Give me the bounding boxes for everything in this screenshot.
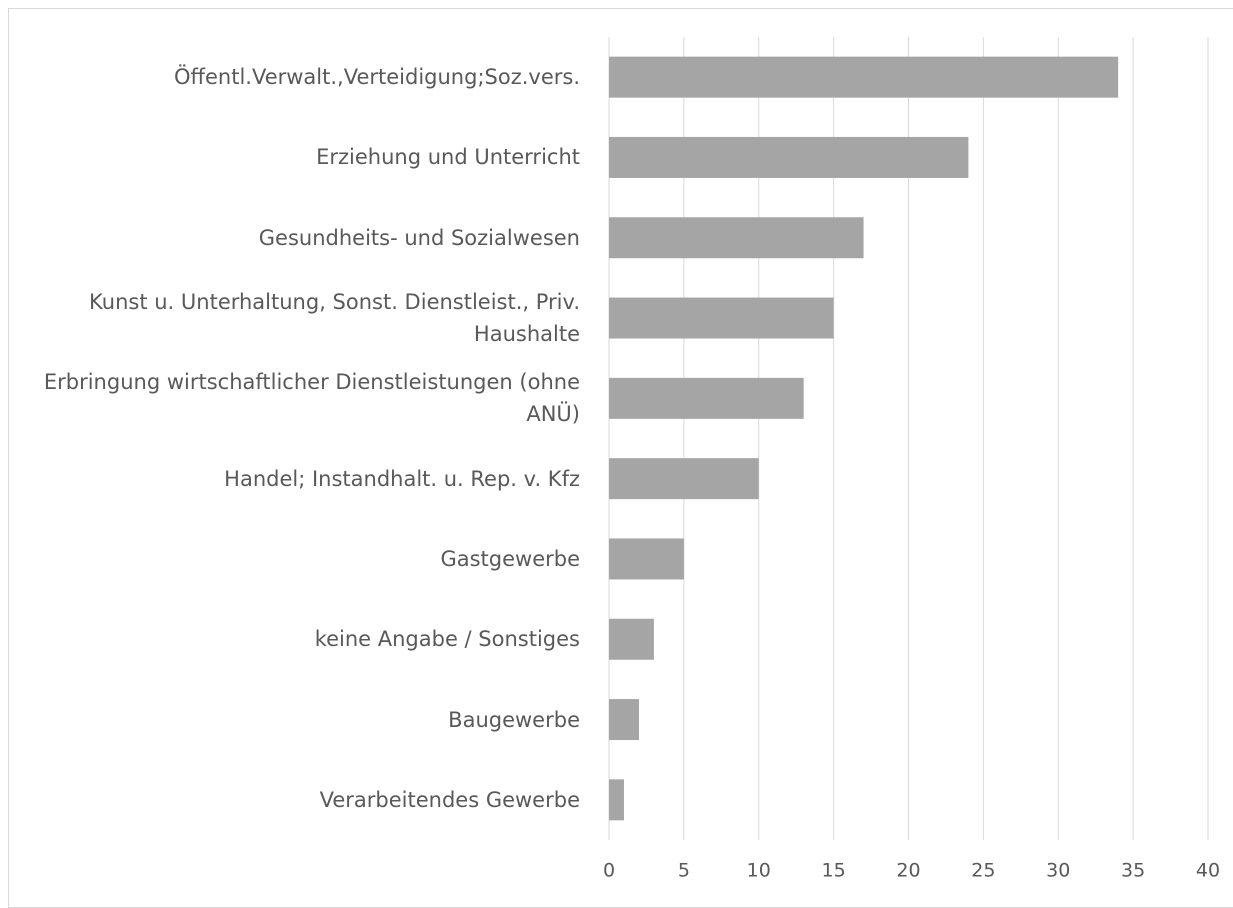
x-tick-label: 15 (822, 860, 846, 882)
x-tick-label: 5 (678, 860, 690, 882)
x-tick-label: 30 (1046, 860, 1070, 882)
bar (609, 217, 864, 259)
x-tick-label: 10 (747, 860, 771, 882)
y-tick-label: Gastgewerbe (440, 546, 580, 571)
bar (609, 458, 759, 500)
y-tick-label: Handel; Instandhalt. u. Rep. v. Kfz (224, 466, 580, 491)
bar (609, 538, 684, 580)
x-tick-label: 0 (603, 860, 615, 882)
bar (609, 699, 639, 741)
y-tick-label: Öffentl.Verwalt.,Verteidigung;Soz.vers. (174, 65, 580, 90)
bar (609, 56, 1119, 98)
x-tick-label: 40 (1196, 860, 1220, 882)
x-tick-label: 25 (971, 860, 995, 882)
x-tick-label: 35 (1121, 860, 1145, 882)
y-tick-label: Gesundheits- und Sozialwesen (258, 225, 580, 250)
y-tick-label: Erziehung und Unterricht (316, 145, 580, 170)
bar (609, 779, 624, 821)
bar (609, 377, 804, 419)
x-tick-label: 20 (896, 860, 920, 882)
bar (609, 136, 969, 178)
y-tick-label: keine Angabe / Sonstiges (314, 627, 580, 652)
y-tick-label: Baugewerbe (448, 707, 580, 732)
y-tick-label: Kunst u. Unterhaltung, Sonst. Dienstleis… (89, 290, 580, 347)
y-tick-label: Erbringung wirtschaftlicher Dienstleistu… (43, 370, 580, 427)
bar (609, 297, 834, 339)
y-tick-label: Verarbeitendes Gewerbe (319, 787, 580, 812)
bar (609, 618, 654, 660)
